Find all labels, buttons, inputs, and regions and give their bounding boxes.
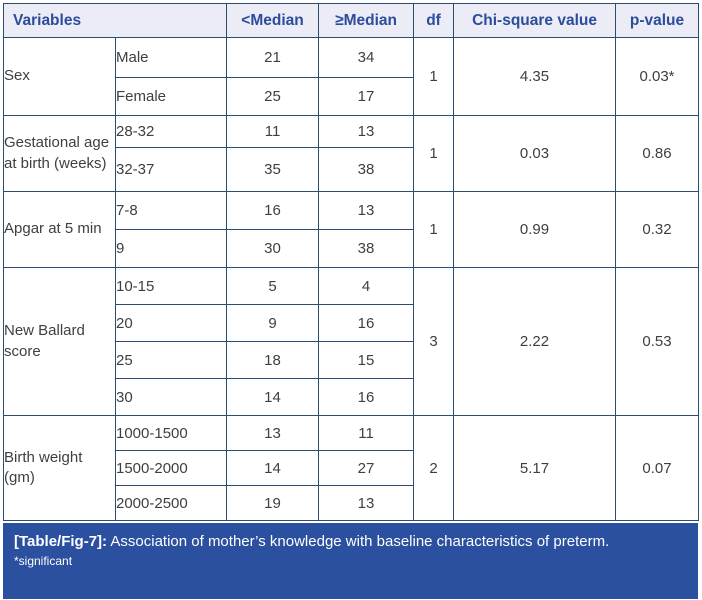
header-cell-df: df: [413, 3, 455, 38]
table-row: Apgar at 5 min 7-8 16 13 1 0.99 0.32: [3, 191, 700, 268]
lt-median-cell: 19: [226, 485, 320, 521]
caption-line: [Table/Fig-7]: Association of mother’s k…: [14, 530, 687, 553]
p-value-cell: 0.86: [615, 115, 700, 192]
table-row: New Ballard score 10-15 5 4 3 2.22 0.53: [3, 267, 700, 416]
chi-square-cell: 0.03: [453, 115, 617, 192]
variable-cell: Gestational age at birth (weeks): [3, 115, 116, 192]
table-row: Birth weight (gm) 1000-1500 13 11 2 5.17…: [3, 415, 700, 521]
category-cell: Male: [114, 37, 228, 78]
lt-median-cell: 14: [226, 378, 320, 416]
lt-median-cell: 5: [226, 267, 320, 305]
table-header-row: Variables <Median ≥Median df Chi-square …: [2, 3, 700, 38]
header-cell-p-value: p-value: [615, 3, 700, 38]
caption-text: Association of mother’s knowledge with b…: [110, 533, 610, 550]
lt-median-cell: 21: [226, 37, 320, 78]
p-value-cell: 0.07: [615, 415, 700, 521]
lt-median-cell: 9: [226, 304, 320, 342]
chi-square-cell: 4.35: [453, 37, 617, 116]
significance-note: *significant: [14, 554, 73, 569]
p-value-cell: 0.53: [615, 267, 700, 416]
df-cell: 2: [413, 415, 455, 521]
category-cell: 30: [114, 378, 228, 416]
variable-cell: Apgar at 5 min: [3, 191, 116, 268]
table-row: 32-37 35 38: [4, 147, 699, 192]
lt-median-cell: 14: [226, 450, 320, 486]
lt-median-cell: 30: [226, 229, 320, 268]
category-cell: 32-37: [114, 147, 228, 192]
ge-median-cell: 13: [318, 485, 415, 521]
variable-cell: Sex: [3, 37, 116, 116]
df-cell: 3: [413, 267, 455, 416]
ge-median-cell: 38: [318, 147, 415, 192]
category-cell: 1500-2000: [114, 450, 228, 486]
table-row: Gestational age at birth (weeks) 28-32 1…: [3, 115, 700, 192]
category-cell: 20: [114, 304, 228, 342]
category-cell: 7-8: [114, 191, 228, 230]
p-value-cell: 0.03*: [615, 37, 700, 116]
chi-square-cell: 5.17: [453, 415, 617, 521]
ge-median-cell: 34: [318, 37, 415, 78]
table-caption-bar: [Table/Fig-7]: Association of mother’s k…: [3, 523, 698, 599]
lt-median-cell: 18: [226, 341, 320, 379]
df-cell: 1: [413, 115, 455, 192]
table-row: Female 25 17: [4, 77, 699, 116]
table-row: 2000-2500 19 13: [4, 485, 699, 521]
ge-median-cell: 27: [318, 450, 415, 486]
header-cell-ge-median: ≥Median: [318, 3, 415, 38]
ge-median-cell: 38: [318, 229, 415, 268]
ge-median-cell: 16: [318, 378, 415, 416]
chi-square-cell: 2.22: [453, 267, 617, 416]
header-cell-variables: Variables: [2, 3, 228, 38]
header-cell-lt-median: <Median: [226, 3, 320, 38]
ge-median-cell: 13: [318, 191, 415, 230]
category-cell: 9: [114, 229, 228, 268]
table-row: 1500-2000 14 27: [4, 450, 699, 486]
chi-square-cell: 0.99: [453, 191, 617, 268]
table-row: 30 14 16: [4, 378, 699, 416]
p-value-cell: 0.32: [615, 191, 700, 268]
category-cell: Female: [114, 77, 228, 116]
category-cell: 25: [114, 341, 228, 379]
header-cell-chi-square: Chi-square value: [453, 3, 617, 38]
table-row: 20 9 16: [4, 304, 699, 342]
ge-median-cell: 15: [318, 341, 415, 379]
ge-median-cell: 13: [318, 115, 415, 148]
ge-median-cell: 16: [318, 304, 415, 342]
results-table: Variables <Median ≥Median df Chi-square …: [2, 3, 700, 521]
category-cell: 1000-1500: [114, 415, 228, 451]
variable-cell: Birth weight (gm): [3, 415, 116, 521]
category-cell: 2000-2500: [114, 485, 228, 521]
variable-cell: New Ballard score: [3, 267, 116, 416]
table-row: Sex Male 21 34 1 4.35 0.03*: [3, 37, 700, 116]
lt-median-cell: 35: [226, 147, 320, 192]
lt-median-cell: 13: [226, 415, 320, 451]
lt-median-cell: 25: [226, 77, 320, 116]
category-cell: 28-32: [114, 115, 228, 148]
table-row: 9 30 38: [4, 229, 699, 268]
df-cell: 1: [413, 37, 455, 116]
category-cell: 10-15: [114, 267, 228, 305]
lt-median-cell: 11: [226, 115, 320, 148]
ge-median-cell: 17: [318, 77, 415, 116]
caption-label: [Table/Fig-7]:: [14, 533, 108, 550]
df-cell: 1: [413, 191, 455, 268]
ge-median-cell: 4: [318, 267, 415, 305]
ge-median-cell: 11: [318, 415, 415, 451]
lt-median-cell: 16: [226, 191, 320, 230]
